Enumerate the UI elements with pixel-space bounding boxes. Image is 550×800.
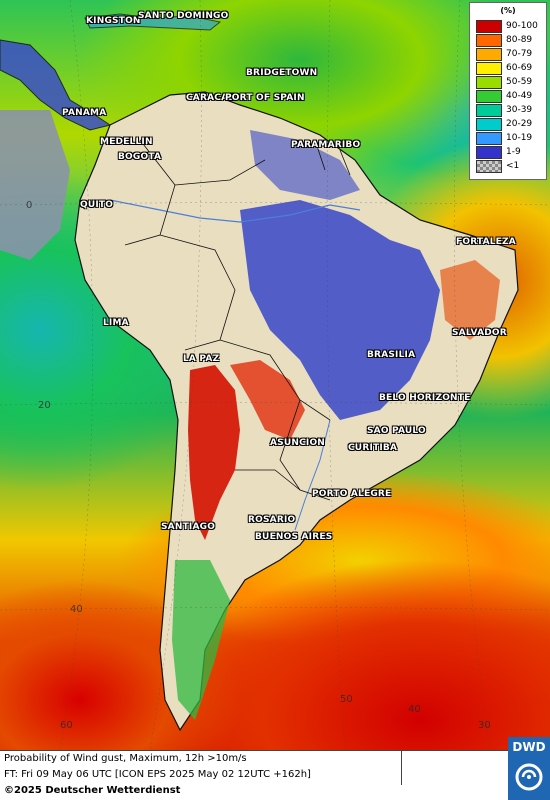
footer-product: Probability of Wind gust, Maximum, 12h >…	[4, 753, 247, 764]
city-label: ROSARIO	[248, 515, 296, 525]
legend-swatch	[476, 90, 502, 103]
grid-label-lat-0: 0	[26, 200, 33, 211]
central-america	[0, 39, 112, 131]
legend-label: 1-9	[506, 147, 521, 157]
legend-label: 10-19	[506, 133, 533, 143]
city-label: BUENOS AIRES	[255, 532, 333, 542]
legend-swatch	[476, 146, 502, 159]
map-overlay	[0, 0, 550, 750]
legend-swatch	[476, 76, 502, 89]
city-label: BOGOTA	[118, 152, 162, 162]
legend-label: 20-29	[506, 119, 533, 129]
footer-forecast-time: FT: Fri 09 May 06 UTC [ICON EPS 2025 May…	[4, 769, 311, 780]
dwd-logo-text: DWD	[512, 740, 546, 754]
legend-entry: 10-19	[476, 132, 546, 145]
dwd-swirl-icon	[515, 763, 543, 791]
patagonia-area	[172, 560, 230, 720]
city-label: PARAMARIBO	[291, 140, 361, 150]
legend-swatch	[476, 160, 502, 173]
grid-label-lon-60: 60	[60, 720, 73, 731]
legend-label: 60-69	[506, 63, 533, 73]
legend-entry: 50-59	[476, 76, 546, 89]
city-label: PORT OF SPAIN	[225, 93, 305, 103]
legend-entry: 30-39	[476, 104, 546, 117]
legend-unit: (%)	[500, 6, 516, 15]
forecast-map: 0 20 40 60 50 40 30 KINGSTON SANTO DOMIN…	[0, 0, 550, 750]
legend-entry: 20-29	[476, 118, 546, 131]
legend-label: <1	[506, 161, 520, 171]
legend-swatch	[476, 34, 502, 47]
city-label: ASUNCION	[270, 438, 326, 448]
graticule	[0, 0, 550, 750]
city-label: LA PAZ	[183, 354, 220, 364]
city-label: MEDELLIN	[100, 137, 153, 147]
legend-entry: 60-69	[476, 62, 546, 75]
parana-river	[294, 419, 331, 531]
legend-swatch	[476, 62, 502, 75]
legend-entry: 90-100	[476, 20, 546, 33]
city-label: CURITIBA	[348, 443, 398, 453]
city-label: LIMA	[103, 318, 129, 328]
city-label: FORTALEZA	[456, 237, 516, 247]
andes-high-band	[188, 365, 240, 540]
city-label: SAO PAULO	[367, 426, 426, 436]
city-label: BELO HORIZONTE	[379, 393, 471, 403]
amazon-river	[109, 199, 361, 223]
dwd-logo: DWD	[508, 737, 550, 800]
legend-entry: 1-9	[476, 146, 546, 159]
footer-copyright: ©2025 Deutscher Wetterdienst	[4, 785, 181, 796]
northeast-high-area	[440, 260, 500, 340]
legend-label: 80-89	[506, 35, 533, 45]
city-label: KINGSTON	[86, 16, 141, 26]
city-label: SANTIAGO	[161, 522, 216, 532]
legend-label: 40-49	[506, 91, 533, 101]
city-label: CARACAS	[186, 93, 235, 103]
pacific-low-region	[0, 110, 70, 260]
footer: Probability of Wind gust, Maximum, 12h >…	[0, 750, 550, 800]
country-borders	[124, 139, 351, 501]
city-label: QUITO	[80, 200, 114, 210]
legend-label: 30-39	[506, 105, 533, 115]
legend: (%) 90-100 80-89 70-79 60-69 50-59 40-49…	[469, 2, 547, 180]
legend-label: 70-79	[506, 49, 533, 59]
city-label: SANTO DOMINGO	[138, 11, 229, 21]
legend-swatch	[476, 132, 502, 145]
legend-swatch	[476, 20, 502, 33]
legend-label: 50-59	[506, 77, 533, 87]
footer-divider	[401, 751, 402, 785]
caribbean-land	[84, 13, 222, 31]
city-label: BRASILIA	[367, 350, 416, 360]
city-label: BRIDGETOWN	[246, 68, 318, 78]
city-label: PANAMA	[62, 108, 107, 118]
legend-label: 90-100	[506, 21, 538, 31]
low-probability-area-north	[250, 130, 360, 200]
legend-swatch	[476, 104, 502, 117]
legend-swatch	[476, 118, 502, 131]
city-label: SALVADOR	[452, 328, 507, 338]
grid-label-lat-40: 40	[70, 604, 83, 615]
city-label: PORTO ALEGRE	[312, 489, 392, 499]
legend-entry: 40-49	[476, 90, 546, 103]
legend-entry: 80-89	[476, 34, 546, 47]
low-probability-area	[240, 200, 440, 420]
legend-entry: <1	[476, 160, 546, 173]
grid-label-lon-40: 40	[408, 704, 421, 715]
grid-label-lat-20: 20	[38, 400, 51, 411]
legend-entry: 70-79	[476, 48, 546, 61]
grid-label-lon-50: 50	[340, 694, 353, 705]
legend-swatch	[476, 48, 502, 61]
grid-label-lon-30: 30	[478, 720, 491, 731]
